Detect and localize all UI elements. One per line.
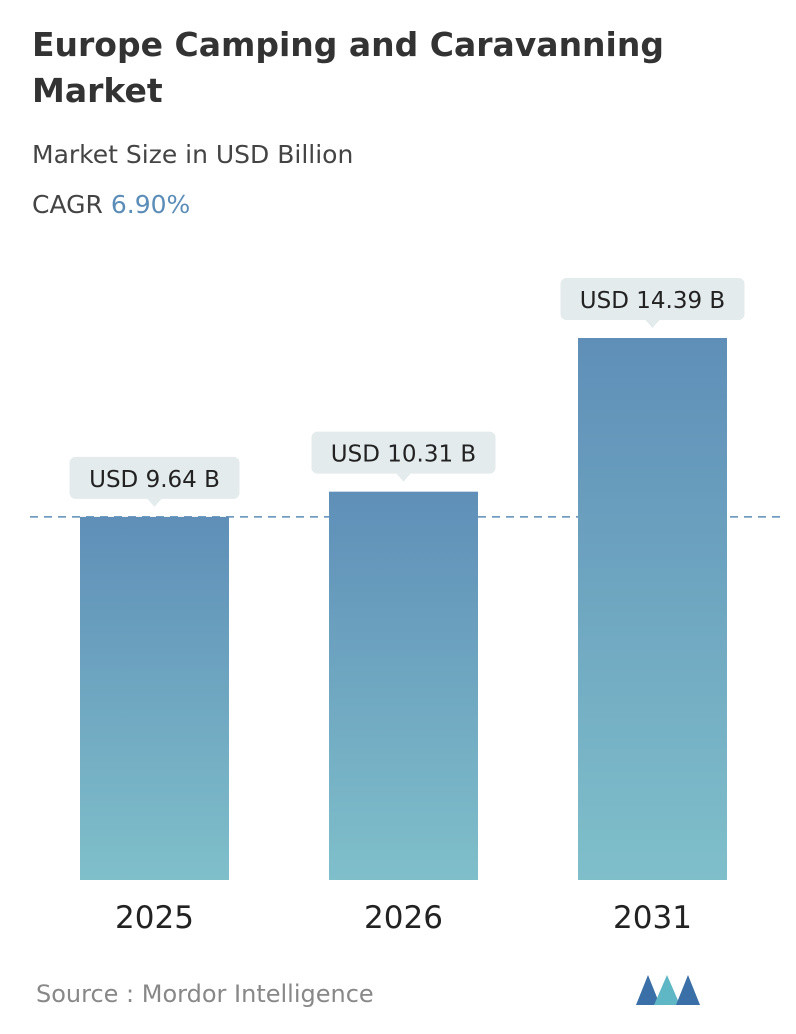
data-label: USD 14.39 B: [580, 288, 725, 314]
bar-2031: [578, 338, 727, 880]
data-label-pointer: [645, 320, 660, 328]
data-label-bg: [560, 278, 745, 320]
cagr-label: CAGR: [32, 190, 103, 219]
x-tick-label: 2026: [364, 900, 443, 936]
bar-2026: [329, 491, 478, 880]
data-label-bg: [311, 431, 496, 474]
chart-subtitle: Market Size in USD Billion: [32, 140, 354, 169]
chart-title: Europe Camping and Caravanning Market: [32, 25, 664, 110]
data-label-pointer: [396, 473, 411, 482]
data-label-pointer: [147, 498, 162, 507]
cagr-value: 6.90%: [110, 190, 191, 219]
data-label: USD 10.31 B: [331, 442, 476, 468]
source-text: Source : Mordor Intelligence: [36, 980, 374, 1008]
data-label-bg: [69, 456, 240, 499]
x-tick-label: 2031: [613, 900, 692, 936]
data-label: USD 9.64 B: [89, 467, 220, 493]
cagr: CAGR 6.90%: [32, 190, 190, 219]
x-tick-label: 2025: [115, 900, 194, 936]
bar-2025: [80, 516, 229, 880]
